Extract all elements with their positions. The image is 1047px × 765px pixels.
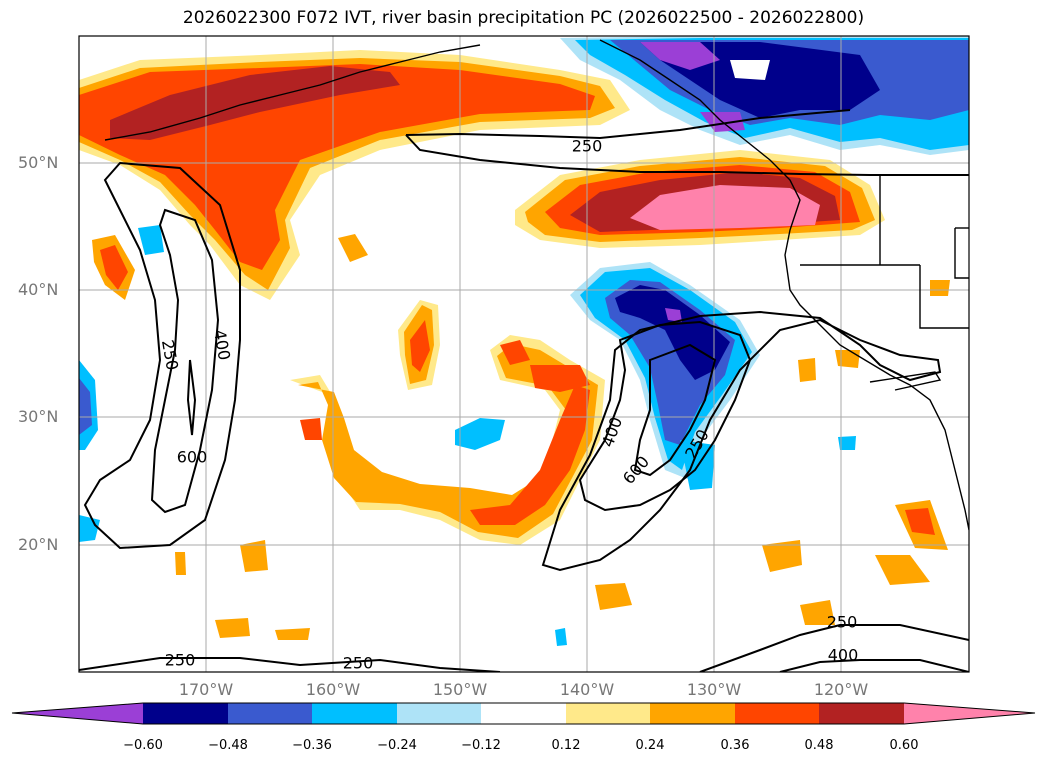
colorbar-extend-high	[904, 703, 1035, 724]
colorbar-segment	[228, 703, 312, 724]
contour-label: 400	[827, 645, 859, 665]
colorbar-segment	[397, 703, 481, 724]
lat-label: 40°N	[18, 280, 59, 299]
lon-label: 160°W	[305, 680, 361, 699]
colorbar-segment	[481, 703, 566, 724]
map-frame	[78, 35, 970, 673]
colorbar-tick-label: 0.12	[551, 738, 581, 753]
colorbar-tick-label: −0.60	[123, 738, 163, 753]
lon-label: 170°W	[178, 680, 234, 699]
lon-label: 140°W	[559, 680, 615, 699]
colorbar-segment	[735, 703, 819, 724]
graticule	[79, 36, 969, 672]
ivt-contours	[79, 109, 969, 672]
lat-label: 20°N	[18, 535, 59, 554]
colorbar-tick-label: 0.36	[720, 738, 750, 753]
contour-label: 250	[826, 612, 858, 632]
colorbar-tick-label: −0.24	[377, 738, 417, 753]
colorbar-segment	[312, 703, 397, 724]
lon-label: 120°W	[813, 680, 869, 699]
colorbar-tick-label: −0.36	[292, 738, 332, 753]
coastlines	[104, 39, 969, 531]
contour-label: 250	[571, 136, 603, 156]
lon-label: 130°W	[686, 680, 742, 699]
colorbar-tick-label: −0.48	[208, 738, 248, 753]
map-title: 2026022300 F072 IVT, river basin precipi…	[182, 8, 865, 28]
colorbar-segment	[650, 703, 735, 724]
colorbar-tick-label: −0.12	[461, 738, 501, 753]
contour-label: 250	[342, 653, 374, 673]
lon-label: 150°W	[432, 680, 488, 699]
colorbar-segment	[819, 703, 904, 724]
lat-label: 30°N	[18, 407, 59, 426]
contour-label: 250	[164, 650, 196, 670]
lat-label: 50°N	[18, 153, 59, 172]
colorbar-tick-label: 0.60	[889, 738, 919, 753]
contour-label: 600	[176, 447, 208, 467]
colorbar-tick-label: 0.24	[635, 738, 665, 753]
colorbar	[11, 702, 1036, 725]
colorbar-extend-low	[12, 703, 143, 724]
colorbar-segment	[566, 703, 650, 724]
colorbar-tick-label: 0.48	[804, 738, 834, 753]
colorbar-segment	[143, 703, 228, 724]
